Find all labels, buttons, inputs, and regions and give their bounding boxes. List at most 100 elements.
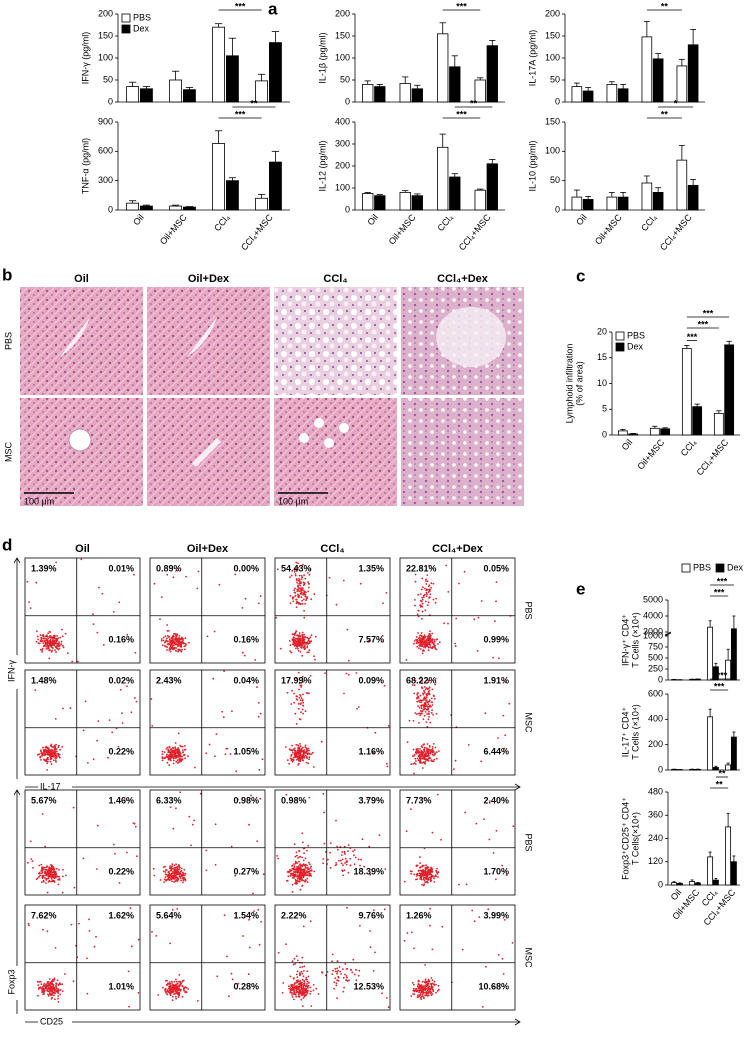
flow-event bbox=[302, 581, 305, 584]
flow-event bbox=[303, 609, 305, 612]
x-axis-label: CD25 bbox=[40, 1016, 63, 1026]
flow-event bbox=[294, 567, 297, 570]
flow-event bbox=[417, 747, 419, 750]
flow-event bbox=[305, 597, 308, 600]
flow-event bbox=[177, 992, 180, 994]
flow-event bbox=[435, 712, 438, 715]
flow-event bbox=[495, 600, 497, 603]
flow-event bbox=[163, 881, 166, 883]
flow-event bbox=[419, 997, 422, 999]
flow-event bbox=[416, 641, 419, 644]
flow-event bbox=[431, 988, 434, 991]
flow-event bbox=[303, 756, 306, 759]
flow-event bbox=[445, 564, 448, 567]
flow-event bbox=[435, 638, 438, 641]
column-label: CCl₄ bbox=[323, 273, 347, 285]
flow-event bbox=[295, 598, 297, 601]
flow-event bbox=[305, 874, 308, 876]
flow-event bbox=[424, 711, 427, 713]
flow-event bbox=[428, 710, 430, 713]
flow-event bbox=[342, 864, 344, 867]
x-tick-label: Oil+MSC bbox=[593, 212, 624, 247]
flow-event bbox=[430, 697, 433, 700]
flow-event bbox=[428, 641, 430, 643]
flow-event bbox=[178, 873, 181, 876]
legend-swatch bbox=[121, 24, 131, 34]
flow-event bbox=[363, 865, 365, 868]
flow-event bbox=[418, 706, 421, 709]
flow-event bbox=[166, 643, 169, 645]
flow-event bbox=[39, 755, 42, 758]
flow-event bbox=[432, 598, 435, 601]
flow-event bbox=[308, 649, 311, 652]
flow-event bbox=[416, 749, 419, 752]
flow-event bbox=[425, 588, 428, 591]
flow-event bbox=[212, 677, 215, 680]
flow-event bbox=[300, 587, 303, 589]
flow-event bbox=[57, 995, 60, 997]
y-tick-label: 20 bbox=[597, 326, 607, 336]
flow-event bbox=[175, 863, 178, 866]
flow-event bbox=[413, 754, 416, 756]
histology-image bbox=[20, 287, 143, 395]
flow-event bbox=[185, 991, 188, 994]
flow-event bbox=[425, 643, 428, 646]
flow-event bbox=[166, 573, 169, 576]
flow-event bbox=[504, 681, 507, 684]
flow-event bbox=[295, 723, 298, 725]
bar bbox=[724, 344, 735, 436]
flow-event bbox=[294, 637, 297, 640]
flow-event bbox=[62, 875, 64, 878]
flow-event bbox=[296, 581, 298, 584]
flow-event bbox=[41, 647, 44, 650]
flow-event bbox=[342, 990, 345, 993]
flow-event bbox=[170, 748, 173, 750]
flow-event bbox=[259, 712, 262, 715]
flow-event bbox=[206, 635, 209, 638]
flow-event bbox=[329, 842, 332, 844]
bar bbox=[617, 196, 629, 211]
flow-event bbox=[347, 850, 349, 853]
flow-event bbox=[309, 568, 312, 571]
y-axis-label: IFN-γ (pg/ml) bbox=[80, 32, 90, 85]
x-tick-label: Oil+MSC bbox=[158, 212, 189, 247]
flow-event bbox=[295, 879, 297, 882]
flow-event bbox=[426, 574, 429, 576]
flow-event bbox=[262, 873, 265, 876]
flow-event bbox=[303, 980, 305, 982]
flow-event bbox=[309, 675, 312, 677]
flow-event bbox=[179, 641, 182, 644]
flow-event bbox=[425, 583, 428, 585]
flow-event bbox=[372, 909, 375, 912]
row-label: PBS bbox=[524, 833, 534, 851]
flow-event bbox=[257, 908, 260, 911]
flow-event bbox=[172, 644, 175, 646]
flow-event bbox=[172, 872, 175, 875]
flow-event bbox=[296, 590, 299, 593]
flow-event bbox=[413, 947, 415, 950]
flow-event bbox=[416, 751, 419, 754]
flow-event bbox=[71, 660, 74, 663]
flow-event bbox=[417, 700, 420, 702]
flow-event bbox=[173, 632, 176, 635]
flow-event bbox=[408, 719, 411, 722]
flow-event bbox=[424, 688, 427, 691]
flow-event bbox=[163, 751, 166, 753]
significance-label: ** bbox=[661, 109, 669, 119]
flow-event bbox=[45, 759, 48, 761]
flow-event bbox=[180, 645, 183, 648]
flow-event bbox=[244, 597, 247, 600]
flow-event bbox=[436, 867, 438, 870]
flow-event bbox=[422, 649, 425, 651]
flow-event bbox=[346, 976, 348, 979]
flow-event bbox=[174, 634, 177, 636]
flow-event bbox=[49, 760, 52, 763]
flow-event bbox=[230, 972, 233, 975]
flow-event bbox=[42, 990, 45, 993]
flow-event bbox=[306, 849, 308, 852]
flow-event bbox=[180, 867, 183, 870]
flow-event bbox=[242, 935, 244, 937]
y-tick-label: 360 bbox=[648, 810, 663, 820]
y-tick-label: 50 bbox=[550, 175, 560, 185]
flow-event bbox=[303, 593, 306, 596]
